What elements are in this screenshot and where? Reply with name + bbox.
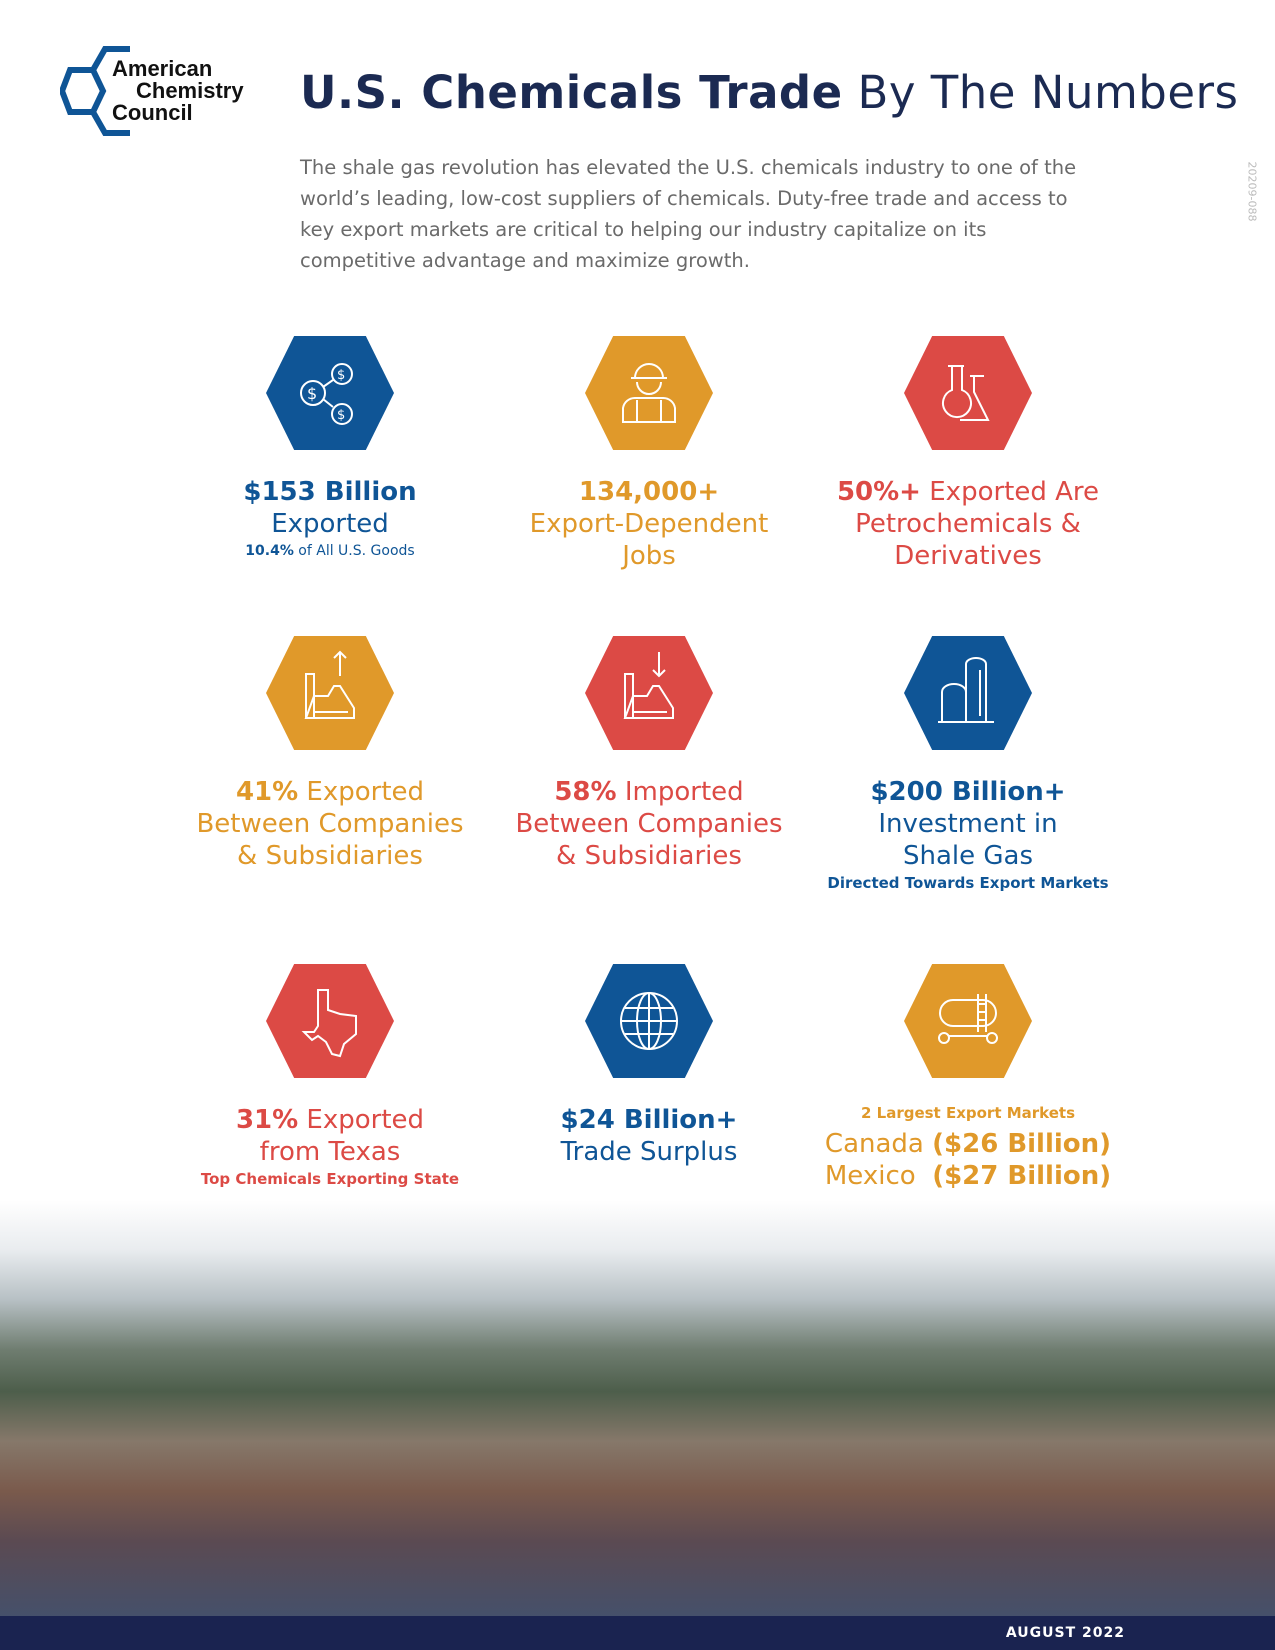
hexagon-logo-icon	[58, 46, 130, 136]
globe-icon	[585, 964, 713, 1078]
flasks-icon	[904, 336, 1032, 450]
svg-text:$: $	[337, 368, 345, 383]
stat-shale-investment: $200 Billion+ Investment in Shale Gas Di…	[827, 777, 1109, 892]
footer-date: AUGUST 2022	[1005, 1625, 1125, 1641]
svg-text:$: $	[337, 408, 345, 423]
stat-exported-between: 41% Exported Between Companies & Subsidi…	[196, 777, 464, 871]
page-title: U.S. Chemicals Trade By The Numbers	[300, 66, 1239, 119]
stat-texas: 31% Exported from Texas Top Chemicals Ex…	[200, 1105, 460, 1188]
stat-petrochemicals: 50%+ Exported Are Petrochemicals & Deriv…	[836, 477, 1100, 571]
logo-text: American	[112, 56, 213, 81]
document-code: 20209-088	[1245, 161, 1259, 222]
intro-paragraph: The shale gas revolution has elevated th…	[300, 156, 1077, 272]
tank-car-icon	[904, 964, 1032, 1078]
svg-text:$: $	[307, 384, 317, 403]
factory-arrow-up-icon	[266, 636, 394, 750]
stat-imported-between: 58% Imported Between Companies & Subsidi…	[515, 777, 783, 871]
acc-logo: American Chemistry Council	[58, 46, 260, 146]
stat-jobs: 134,000+ Export-Dependent Jobs	[529, 477, 769, 571]
factory-arrow-down-icon	[585, 636, 713, 750]
money-network-icon: $ $ $	[266, 336, 394, 450]
texas-map-icon	[266, 964, 394, 1078]
port-photo	[0, 1200, 1275, 1616]
logo-text: Council	[112, 100, 193, 125]
worker-hardhat-icon	[585, 336, 713, 450]
storage-tank-icon	[904, 636, 1032, 750]
stat-exports: $153 Billion Exported 10.4% of All U.S. …	[243, 477, 417, 559]
logo-text: Chemistry	[136, 78, 244, 103]
stat-export-markets: 2 Largest Export Markets Canada ($26 Bil…	[824, 1104, 1112, 1191]
footer-bar: AUGUST 2022	[0, 1616, 1275, 1650]
stat-trade-surplus: $24 Billion+ Trade Surplus	[560, 1105, 738, 1167]
